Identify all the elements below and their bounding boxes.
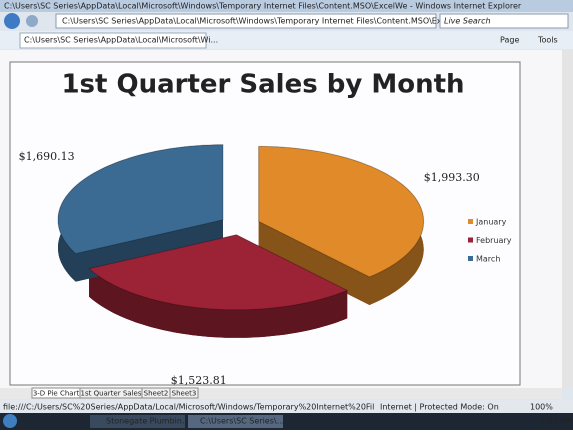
status-zoom[interactable]: 100% <box>530 403 553 412</box>
sheet-tab-bar <box>0 388 562 399</box>
legend-label: January <box>475 218 507 227</box>
status-bar <box>0 400 573 413</box>
slice <box>88 234 349 311</box>
data-label: $1,690.13 <box>19 150 75 163</box>
search-box[interactable] <box>439 13 569 29</box>
slice <box>57 144 224 255</box>
address-text: C:\Users\SC Series\AppData\Local\Microso… <box>62 17 508 26</box>
forward-button[interactable] <box>26 15 38 27</box>
start-button[interactable] <box>3 414 17 428</box>
chart-title: 1st Quarter Sales by Month <box>61 70 464 100</box>
sheet-tab-label: 3-D Pie Chart <box>33 390 80 398</box>
slice-side <box>89 268 348 338</box>
status-zone: Internet | Protected Mode: On <box>380 403 499 412</box>
sheet-tabs: 3-D Pie Chart 1st Quarter Sales Sheet2 Shee… <box>31 387 199 399</box>
legend-label: March <box>476 255 500 264</box>
sheet-tab-label: Sheet2 <box>144 390 169 398</box>
slice <box>258 145 425 278</box>
slice-side <box>258 221 370 305</box>
scrollbar[interactable] <box>562 50 573 388</box>
pie: $1,993.30 $1,523.81 $1,690.13 January Februa… <box>19 144 512 387</box>
taskbar <box>0 413 573 430</box>
data-label: $1,993.30 <box>424 171 480 184</box>
taskbar-item[interactable] <box>90 415 185 428</box>
data-label: $1,523.81 <box>171 374 227 387</box>
search-placeholder: Live Search <box>444 17 491 26</box>
legend-swatch <box>468 237 473 243</box>
title-bar <box>0 0 573 12</box>
browser-tab[interactable] <box>19 32 207 49</box>
tools-menu[interactable]: Tools <box>537 36 558 45</box>
sheet-tab[interactable] <box>169 387 199 399</box>
legend-label: February <box>476 236 512 245</box>
sheet-tab-label: Sheet3 <box>172 390 197 398</box>
page-menu[interactable]: Page <box>500 36 519 45</box>
clock: 1:03 PM <box>540 417 572 426</box>
taskbar-item-label: Stonegate Plumbin... <box>106 417 190 426</box>
address-bar[interactable] <box>55 13 437 29</box>
back-button[interactable] <box>4 13 20 29</box>
tab-title: C:\Users\SC Series\AppData\Local\Microso… <box>24 36 218 45</box>
window-title: C:\Users\SC Series\AppData\Local\Microso… <box>4 2 522 11</box>
status-url: file:///C:/Users/SC%20Series/AppData/Loc… <box>3 403 374 412</box>
legend-swatch <box>468 219 473 224</box>
sheet-tab-label: 1st Quarter Sales <box>81 390 142 398</box>
legend-swatch <box>468 256 473 261</box>
taskbar-item[interactable] <box>188 415 283 428</box>
taskbar-item-label: C:\Users\SC Series\... <box>200 417 284 426</box>
